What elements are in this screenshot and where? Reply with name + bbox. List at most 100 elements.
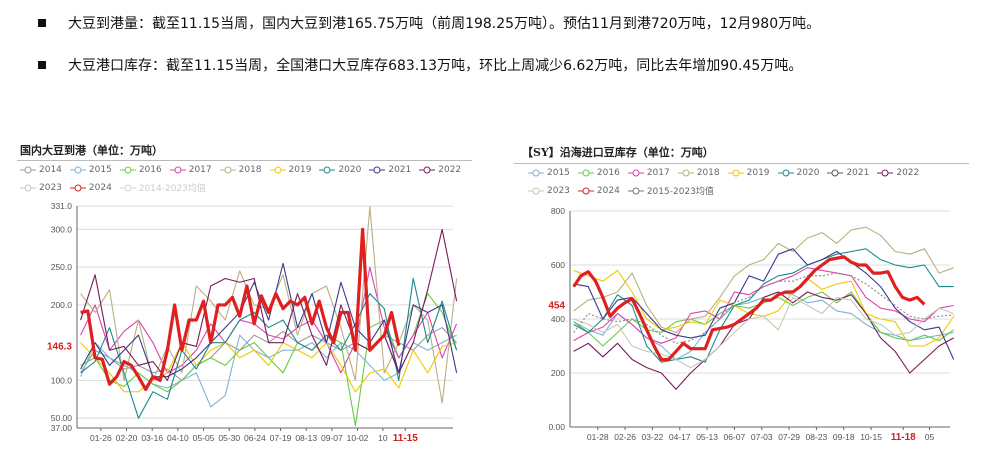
legend-item[interactable]: 2022 <box>419 165 461 175</box>
x-tick-label: 09-07 <box>321 433 343 443</box>
legend-label: 2015 <box>547 168 570 178</box>
y-tick-label: 200.0 <box>51 300 73 310</box>
chart1-title: 国内大豆到港（单位：万吨） <box>20 144 163 157</box>
legend-marker-icon <box>677 169 694 177</box>
series-line-2022 <box>573 291 954 390</box>
x-tick-label: 05-05 <box>193 433 215 443</box>
series-line-2020 <box>80 277 458 419</box>
legend-marker-icon <box>119 184 136 191</box>
legend-label: 2017 <box>646 168 670 178</box>
bullet-text: 大豆到港量：截至11.15当周，国内大豆到港165.75万吨（前周198.25万… <box>68 16 821 32</box>
x-tick-label: 04-10 <box>167 433 189 443</box>
y-tick-label: 250.0 <box>51 262 73 272</box>
x-tick-label: 07-03 <box>751 432 773 442</box>
legend-item[interactable]: 2016 <box>119 165 162 175</box>
legend-item[interactable]: 2023 <box>20 181 62 194</box>
legend-label: 2019 <box>746 168 770 178</box>
legend-marker-icon <box>577 169 594 177</box>
x-tick-label: 09-18 <box>833 432 855 442</box>
legend-item[interactable]: 2021 <box>369 165 411 175</box>
series-line-2016 <box>80 293 458 427</box>
legend-item[interactable]: 2015 <box>69 165 112 175</box>
legend-label: 2018 <box>238 165 262 175</box>
legend-marker-icon <box>319 166 336 174</box>
legend-marker-icon <box>528 187 544 194</box>
series-line-2017 <box>573 267 954 344</box>
legend-marker-icon <box>577 187 594 194</box>
y-tick-label: 600 <box>551 260 565 270</box>
legend-label: 2018 <box>696 168 720 178</box>
legend-item[interactable]: 2018 <box>677 168 720 178</box>
legend-marker-icon <box>369 166 386 174</box>
x-tick-label: 08-13 <box>295 433 317 443</box>
legend-item[interactable]: 2024 <box>577 184 620 197</box>
legend-item[interactable]: 2024 <box>69 181 112 194</box>
bullet-marker <box>38 61 46 69</box>
chart2-divider <box>514 163 969 164</box>
legend-item[interactable]: 2015 <box>528 168 570 178</box>
y-tick-label: 50.00 <box>51 413 73 423</box>
bullet-inventory: 大豆港口库存：截至11.15当周，全国港口大豆库存683.13万吨，环比上周减少… <box>38 55 802 75</box>
legend-item[interactable]: 2014-2023均值 <box>119 181 206 194</box>
x-tick-label: 05-30 <box>218 433 240 443</box>
legend-label: 2021 <box>388 165 412 175</box>
legend-item[interactable]: 2022 <box>877 168 919 178</box>
legend-item[interactable]: 2020 <box>777 168 820 178</box>
series-line-2021 <box>573 248 955 360</box>
legend-marker-icon <box>119 166 136 174</box>
legend-marker-icon <box>777 169 794 177</box>
legend-item[interactable]: 2020 <box>319 165 361 175</box>
legend-item[interactable]: 2017 <box>169 165 212 175</box>
x-tick-label: 08-23 <box>806 432 828 442</box>
legend-label: 2023 <box>547 185 570 196</box>
x-tick-label: 05 <box>925 432 935 442</box>
series-line-2022 <box>80 228 458 381</box>
x-tick-label: 01-28 <box>587 432 609 442</box>
series-line-2018 <box>573 226 954 334</box>
series-line-2020 <box>573 248 954 363</box>
highlight-value-label: 454 <box>548 300 565 311</box>
x-tick-label: 07-29 <box>778 432 800 442</box>
legend-label: 2024 <box>596 185 620 196</box>
x-tick-label: 11-18 <box>891 432 916 443</box>
highlight-value-label: 146.3 <box>47 341 72 352</box>
legend-label: 2024 <box>88 182 112 193</box>
x-tick-label: 06-24 <box>244 433 266 443</box>
bullet-text: 大豆港口库存：截至11.15当周，全国港口大豆库存683.13万吨，环比上周减少… <box>68 58 803 74</box>
legend-label: 2020 <box>796 168 820 178</box>
x-tick-label: 03-16 <box>141 433 163 443</box>
x-tick-label: 02-20 <box>116 433 138 443</box>
chart2-title: 【SY】沿海进口豆库存（单位：万吨） <box>522 146 714 159</box>
bullet-marker <box>38 19 46 27</box>
legend-marker-icon <box>219 166 236 174</box>
y-tick-label: 800 <box>551 206 565 216</box>
legend-label: 2017 <box>188 165 212 175</box>
y-tick-label: 200 <box>551 368 565 378</box>
legend-label: 2015-2023均值 <box>646 187 714 197</box>
legend-item[interactable]: 2021 <box>827 168 869 178</box>
legend-item[interactable]: 2019 <box>269 165 312 175</box>
legend-marker-icon <box>827 169 844 177</box>
legend-item[interactable]: 2016 <box>577 168 620 178</box>
legend-label: 2014 <box>39 165 62 175</box>
x-tick-label: 10-02 <box>347 433 369 443</box>
legend-item[interactable]: 2023 <box>528 184 570 197</box>
series-line-2024 <box>572 255 926 362</box>
series-line-2021 <box>80 262 458 378</box>
legend-item[interactable]: 2014 <box>20 165 62 175</box>
y-tick-label: 0.00 <box>548 422 565 432</box>
legend-marker-icon <box>727 169 744 177</box>
x-tick-label: 05-13 <box>696 432 718 442</box>
legend-label: 2023 <box>39 182 62 193</box>
legend-label: 2019 <box>288 165 312 175</box>
y-tick-label: 37.00 <box>51 423 73 433</box>
x-tick-label: 06-07 <box>724 432 746 442</box>
legend-item[interactable]: 2017 <box>627 168 670 178</box>
legend-item[interactable]: 2018 <box>219 165 262 175</box>
y-tick-label: 300.0 <box>51 224 73 234</box>
x-tick-label: 04-17 <box>669 432 691 442</box>
chart1-legend: 2014 2015 2016 2017 2018 2019 2020 2021 2022 2023… <box>20 165 470 194</box>
legend-item[interactable]: 2019 <box>727 168 770 178</box>
legend-item[interactable]: 2015-2023均值 <box>627 184 714 197</box>
